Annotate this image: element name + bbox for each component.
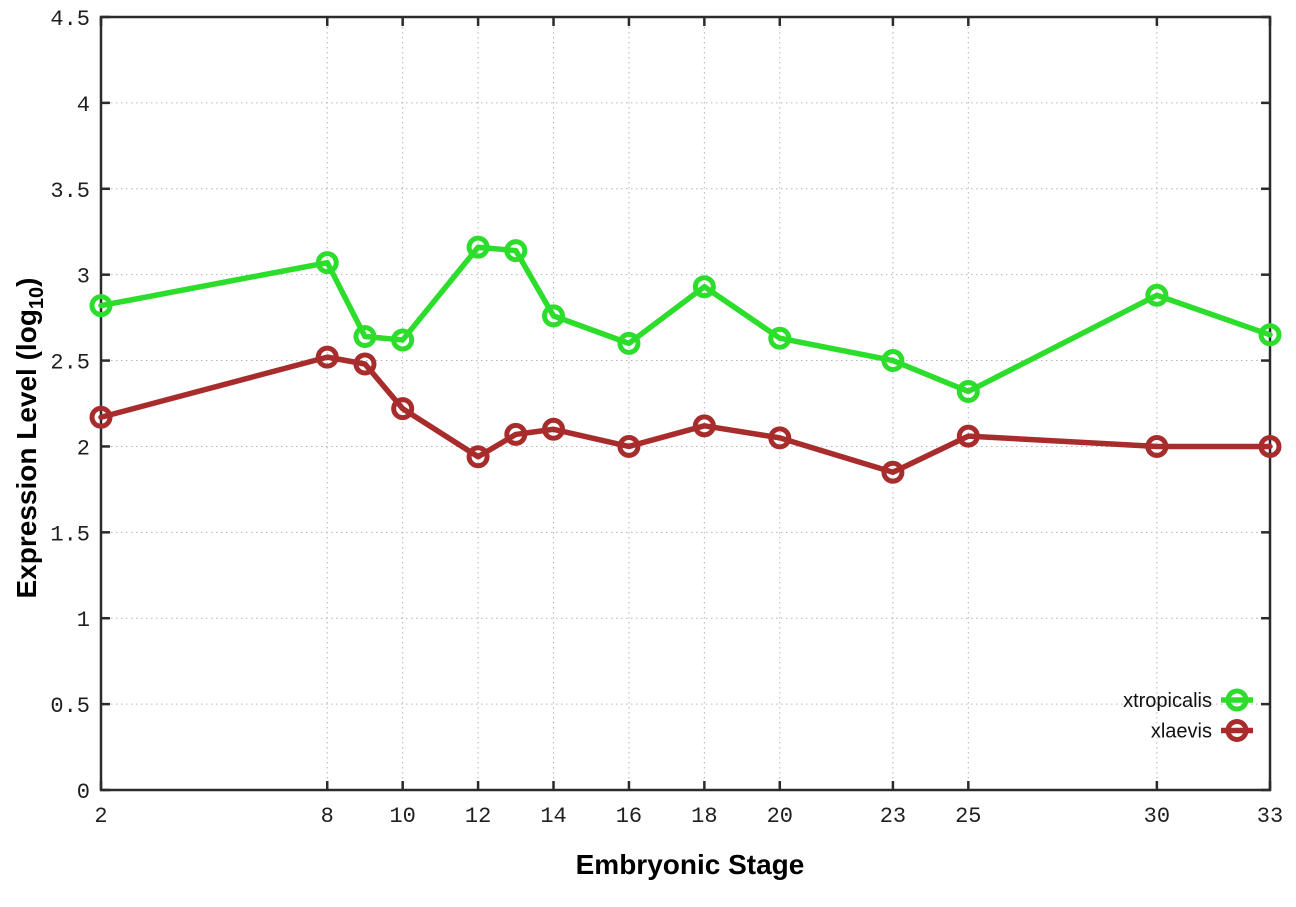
x-tick-label: 25: [955, 804, 981, 829]
y-axis-title-text: Expression Level (log: [11, 309, 42, 599]
x-tick-label: 2: [94, 804, 107, 829]
data-point-xlaevis: [1145, 434, 1169, 458]
data-point-xlaevis: [956, 424, 980, 448]
y-axis-title-subscript: 10: [26, 286, 48, 310]
data-point-xtropicalis: [617, 331, 641, 355]
legend-label-xtropicalis: xtropicalis: [1123, 690, 1212, 712]
y-tick-label: 2: [77, 436, 90, 461]
data-point-xtropicalis: [89, 294, 113, 318]
data-point-xtropicalis: [466, 235, 490, 259]
data-point-xtropicalis: [315, 251, 339, 275]
x-tick-label: 30: [1144, 804, 1170, 829]
x-tick-label: 12: [465, 804, 491, 829]
y-tick-label: 3.5: [50, 179, 90, 204]
y-axis-title-suffix: ): [11, 277, 42, 287]
series-line-xlaevis: [98, 354, 1273, 475]
data-point-xlaevis: [391, 397, 415, 421]
y-tick-label: 0.5: [50, 694, 90, 719]
data-point-xlaevis: [504, 422, 528, 446]
x-tick-label: 10: [389, 804, 415, 829]
data-point-xtropicalis: [391, 328, 415, 352]
y-tick-label: 1: [77, 608, 90, 633]
y-axis-title: Expression Level (log10): [8, 138, 48, 738]
data-point-xtropicalis: [881, 349, 905, 373]
data-point-xlaevis: [353, 352, 377, 376]
legend-marker-xlaevis: [1225, 719, 1249, 742]
y-tick-label: 2.5: [50, 351, 90, 376]
data-point-xtropicalis: [504, 239, 528, 263]
y-tick-label: 1.5: [50, 522, 90, 547]
data-point-xlaevis: [692, 414, 716, 438]
x-tick-label: 16: [616, 804, 642, 829]
x-tick-label: 23: [880, 804, 906, 829]
x-tick-label: 14: [540, 804, 566, 829]
data-point-xtropicalis: [542, 304, 566, 328]
data-point-xlaevis: [315, 345, 339, 369]
data-point-xlaevis: [542, 417, 566, 441]
data-point-xlaevis: [617, 434, 641, 458]
data-point-xtropicalis: [1258, 323, 1282, 347]
data-point-xtropicalis: [692, 275, 716, 299]
data-point-xtropicalis: [956, 379, 980, 403]
x-tick-label: 20: [767, 804, 793, 829]
data-point-xlaevis: [466, 445, 490, 469]
data-point-xtropicalis: [353, 325, 377, 349]
legend-label-xlaevis: xlaevis: [1151, 721, 1212, 743]
data-point-xlaevis: [1258, 434, 1282, 458]
x-tick-label: 8: [321, 804, 334, 829]
data-point-xtropicalis: [1145, 283, 1169, 307]
y-tick-label: 4: [77, 93, 90, 118]
y-tick-label: 3: [77, 265, 90, 290]
x-tick-label: 18: [691, 804, 717, 829]
data-point-xlaevis: [881, 460, 905, 484]
data-point-xtropicalis: [768, 326, 792, 350]
y-tick-label: 4.5: [50, 7, 90, 32]
legend-marker-xtropicalis: [1225, 688, 1249, 712]
data-point-xlaevis: [89, 405, 113, 429]
data-point-xlaevis: [768, 426, 792, 450]
x-axis-title: Embryonic Stage: [575, 849, 805, 880]
plot-border: [99, 15, 1272, 792]
y-tick-label: 0: [77, 780, 90, 805]
x-tick-label: 33: [1257, 804, 1283, 829]
series-line-xtropicalis: [98, 244, 1273, 395]
